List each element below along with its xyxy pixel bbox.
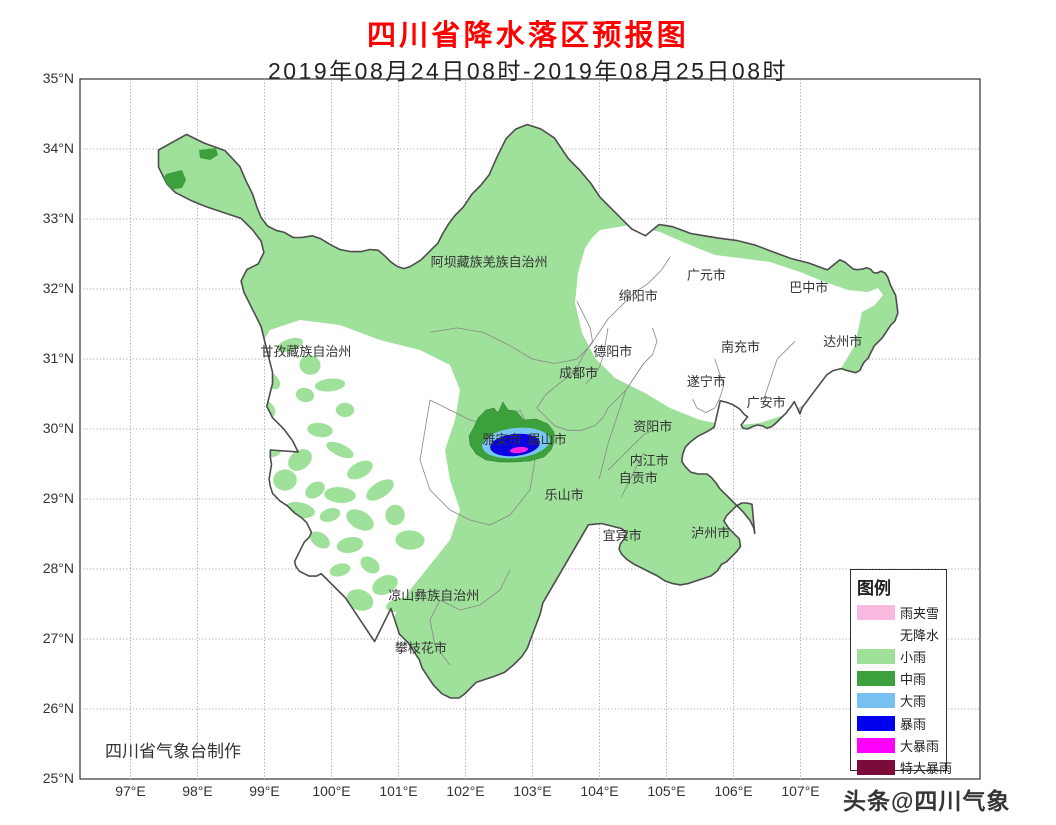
svg-text:泸州市: 泸州市 (691, 526, 730, 541)
svg-text:绵阳市: 绵阳市 (619, 289, 658, 304)
svg-text:眉山市: 眉山市 (528, 432, 567, 447)
svg-text:德阳市: 德阳市 (593, 344, 632, 359)
svg-text:遂宁市: 遂宁市 (687, 374, 726, 389)
svg-text:达州市: 达州市 (823, 334, 862, 349)
svg-text:广安市: 广安市 (747, 395, 786, 410)
svg-text:雅安市: 雅安市 (482, 432, 521, 447)
svg-text:资阳市: 资阳市 (633, 419, 672, 434)
svg-text:内江市: 内江市 (630, 453, 669, 468)
svg-text:南充市: 南充市 (721, 340, 760, 355)
svg-text:甘孜藏族自治州: 甘孜藏族自治州 (260, 344, 351, 359)
svg-text:攀枝花市: 攀枝花市 (395, 641, 447, 656)
svg-text:凉山彝族自治州: 凉山彝族自治州 (388, 588, 479, 603)
svg-text:广元市: 广元市 (687, 267, 726, 282)
svg-text:自贡市: 自贡市 (619, 470, 658, 485)
svg-text:阿坝藏族羌族自治州: 阿坝藏族羌族自治州 (431, 255, 548, 270)
svg-text:成都市: 成都市 (559, 365, 598, 380)
svg-text:乐山市: 乐山市 (545, 487, 584, 502)
svg-text:巴中市: 巴中市 (789, 280, 828, 295)
svg-text:宜宾市: 宜宾市 (603, 528, 642, 543)
